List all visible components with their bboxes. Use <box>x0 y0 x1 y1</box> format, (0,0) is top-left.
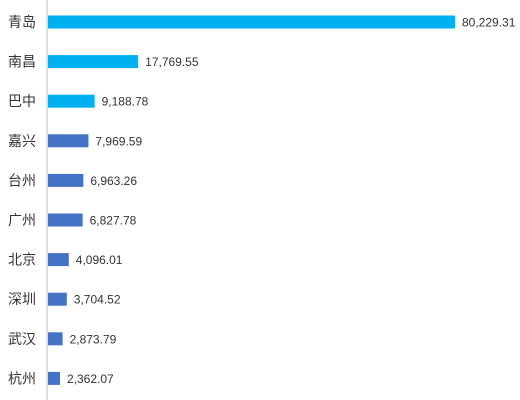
bar <box>48 55 139 69</box>
category-label: 武汉 <box>8 332 36 348</box>
data-label: 17,769.55 <box>145 55 199 69</box>
bar <box>48 15 455 29</box>
bar <box>48 253 69 267</box>
category-label: 巴中 <box>8 94 36 110</box>
data-label: 2,873.79 <box>70 332 117 346</box>
data-label: 7,969.59 <box>95 134 142 148</box>
data-label: 2,362.07 <box>67 372 114 386</box>
data-label: 80,229.31 <box>462 16 516 30</box>
category-label: 杭州 <box>8 371 36 387</box>
category-label: 南昌 <box>8 55 36 71</box>
bar <box>48 292 67 306</box>
bar <box>48 134 89 148</box>
category-label: 深圳 <box>8 292 36 308</box>
bar <box>48 213 83 227</box>
data-label: 6,827.78 <box>90 214 137 228</box>
data-label: 6,963.26 <box>90 174 137 188</box>
data-label: 9,188.78 <box>102 95 149 109</box>
bar <box>48 371 60 385</box>
category-label: 广州 <box>8 213 36 229</box>
bar <box>48 332 63 346</box>
data-label: 4,096.01 <box>76 253 123 267</box>
category-label: 台州 <box>8 173 36 189</box>
value-labels: 80,229.31 17,769.55 9,188.78 7,969.59 6,963.… <box>67 16 516 386</box>
category-label: 青岛 <box>8 15 36 31</box>
bar <box>48 94 95 108</box>
category-label: 北京 <box>8 253 36 269</box>
data-label: 3,704.52 <box>74 293 121 307</box>
bars <box>48 15 455 385</box>
bar <box>48 173 84 187</box>
category-label: 嘉兴 <box>8 134 36 150</box>
